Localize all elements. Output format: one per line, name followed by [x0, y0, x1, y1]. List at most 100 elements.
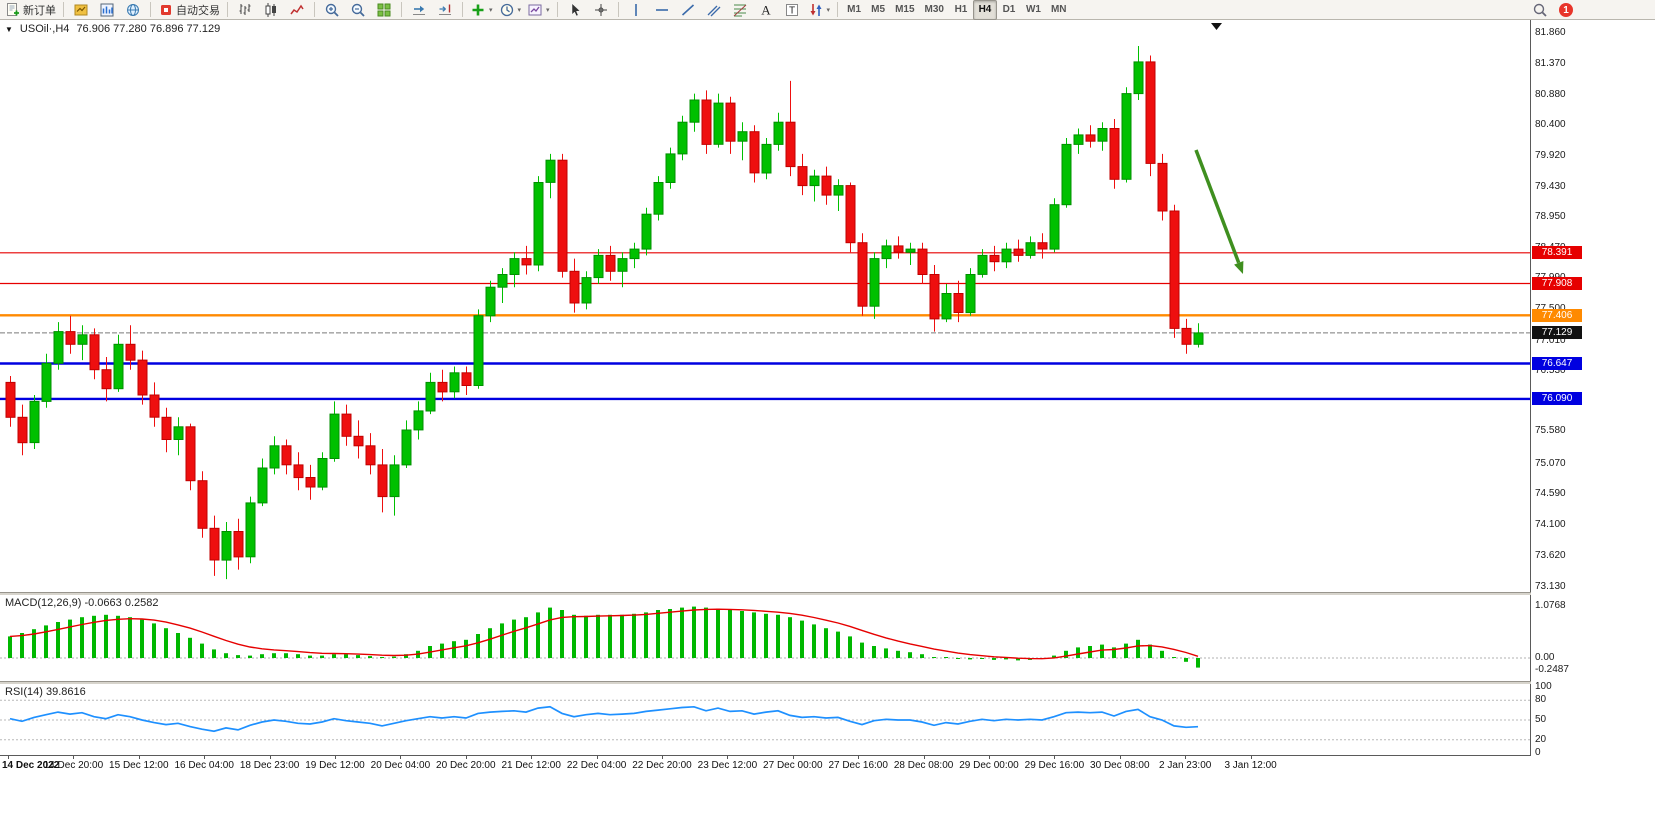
- tf-m5-button[interactable]: M5: [866, 0, 890, 20]
- macd-histogram-bar: [524, 617, 528, 658]
- candle: [869, 252, 880, 319]
- candle: [809, 169, 820, 202]
- tile-windows-button[interactable]: [371, 0, 397, 20]
- horizontal-line-button[interactable]: [649, 0, 675, 20]
- candle: [377, 449, 388, 513]
- rsi-canvas[interactable]: [0, 684, 1530, 755]
- candle: [665, 147, 676, 189]
- price-axis-label: 75.580: [1535, 425, 1566, 437]
- time-axis-tick: [138, 756, 140, 759]
- auto-scroll-button[interactable]: [406, 0, 432, 20]
- macd-histogram-bar: [1124, 643, 1128, 658]
- macd-histogram-bar: [20, 633, 24, 658]
- arrows-tool-button[interactable]: ▾: [805, 0, 834, 20]
- cursor-button[interactable]: [562, 0, 588, 20]
- macd-histogram-bar: [932, 657, 936, 658]
- price-tag: 77.129: [1532, 326, 1582, 340]
- new-order-button[interactable]: 新订单: [2, 0, 59, 20]
- dropdown-caret-icon[interactable]: ▾: [546, 6, 550, 14]
- candlestick-chart-button[interactable]: [258, 0, 284, 20]
- time-axis[interactable]: 14 Dec 2022 14 Dec 20:00 15 Dec 12:00 16 De…: [0, 755, 1586, 776]
- candle: [365, 433, 376, 475]
- line-chart-button[interactable]: [284, 0, 310, 20]
- candle: [773, 112, 784, 151]
- top-toolbar: 新订单 自动交易 ▾ ▾ ▾ A T ▾ M1 M5 M15 M30 H1 H4 D1 W1 MN 1: [0, 0, 1655, 20]
- bars-icon: [237, 2, 253, 18]
- candle: [605, 245, 616, 281]
- chart-shift-button[interactable]: [432, 0, 458, 20]
- macd-histogram-bar: [140, 619, 144, 658]
- time-axis-tick: [531, 756, 533, 759]
- symbol-search-button[interactable]: [1527, 0, 1553, 20]
- tf-h4-button[interactable]: H4: [972, 0, 997, 20]
- templates-button[interactable]: ▾: [524, 0, 553, 20]
- tf-m15-button-label: M15: [895, 4, 915, 15]
- macd-histogram-bar: [1112, 647, 1116, 658]
- tf-m1-button-label: M1: [847, 4, 862, 15]
- toolbar-separator: [314, 2, 315, 17]
- dropdown-caret-icon[interactable]: ▾: [826, 6, 831, 14]
- zoom-out-button[interactable]: [345, 0, 371, 20]
- tf-mn-button-label: MN: [1050, 4, 1067, 15]
- macd-histogram-bar: [272, 653, 276, 658]
- price-axis-label: 78.950: [1535, 211, 1566, 223]
- zoom-in-button[interactable]: [319, 0, 345, 20]
- auto-trading-button[interactable]: 自动交易: [155, 0, 223, 20]
- price-axis-label: 80.400: [1535, 119, 1566, 131]
- label-tool-button[interactable]: T: [779, 0, 805, 20]
- tf-d1-button[interactable]: D1: [997, 0, 1021, 20]
- candle: [1025, 236, 1036, 259]
- macd-histogram-bar: [956, 658, 960, 659]
- candle: [593, 249, 604, 284]
- tf-mn-button[interactable]: MN: [1046, 0, 1072, 20]
- channel-button[interactable]: [701, 0, 727, 20]
- text-tool-button[interactable]: A: [753, 0, 779, 20]
- trend-arrow-annotation[interactable]: [1194, 149, 1244, 274]
- price-axis[interactable]: 81.860 81.370 80.880 80.400 79.920 79.430 78.9…: [1531, 20, 1655, 775]
- tf-m1-button[interactable]: M1: [842, 0, 866, 20]
- macd-histogram-bar: [284, 653, 288, 658]
- panel-separator[interactable]: [0, 681, 1586, 684]
- new-order-button-label: 新订单: [23, 4, 56, 17]
- price-axis-label: 76.530: [1535, 364, 1566, 376]
- candle: [929, 265, 940, 332]
- market-watch-button[interactable]: [94, 0, 120, 20]
- tile-icon: [376, 2, 392, 18]
- indicators-button[interactable]: ▾: [467, 0, 496, 20]
- candle: [941, 284, 952, 323]
- notification-badge[interactable]: 1: [1559, 3, 1573, 17]
- clock-icon: [499, 2, 515, 18]
- fibonacci-button[interactable]: [727, 0, 753, 20]
- crosshair-button[interactable]: [588, 0, 614, 20]
- vertical-line-button[interactable]: [623, 0, 649, 20]
- dropdown-caret-icon[interactable]: ▾: [517, 6, 522, 14]
- macd-histogram-bar: [104, 614, 108, 658]
- auto-scroll-icon: [411, 2, 427, 18]
- price-axis-label: 79.920: [1535, 149, 1566, 161]
- tf-h1-button[interactable]: H1: [949, 0, 973, 20]
- tf-w1-button[interactable]: W1: [1021, 0, 1046, 20]
- tf-m15-button[interactable]: M15: [890, 0, 919, 20]
- toolbar-separator: [63, 2, 64, 17]
- panel-separator[interactable]: [0, 592, 1586, 595]
- bar-chart-button[interactable]: [232, 0, 258, 20]
- trendline-button[interactable]: [675, 0, 701, 20]
- chart-region: ▼ USOil·,H4 76.906 77.280 76.896 77.129 …: [0, 20, 1655, 821]
- macd-canvas[interactable]: [0, 595, 1530, 681]
- metaeditor-button[interactable]: [68, 0, 94, 20]
- macd-histogram-bar: [1172, 657, 1176, 658]
- macd-label-text: MACD(12,26,9) -0.0663 0.2582: [5, 597, 159, 609]
- price-tag: 78.391: [1532, 246, 1582, 260]
- rsi-axis-label: 50: [1535, 714, 1547, 725]
- price-axis-label: 80.880: [1535, 88, 1566, 100]
- candle: [965, 268, 976, 316]
- dropdown-caret-icon[interactable]: ▾: [489, 6, 493, 14]
- main-chart-canvas[interactable]: [0, 20, 1530, 592]
- candle: [917, 242, 928, 284]
- candle: [1061, 138, 1072, 208]
- periods-button[interactable]: ▾: [496, 0, 525, 20]
- tf-m30-button-label: M30: [924, 4, 944, 15]
- navigator-button[interactable]: [120, 0, 146, 20]
- tf-m30-button[interactable]: M30: [920, 0, 949, 20]
- one-click-trading-arrow-icon[interactable]: ▼: [5, 24, 13, 34]
